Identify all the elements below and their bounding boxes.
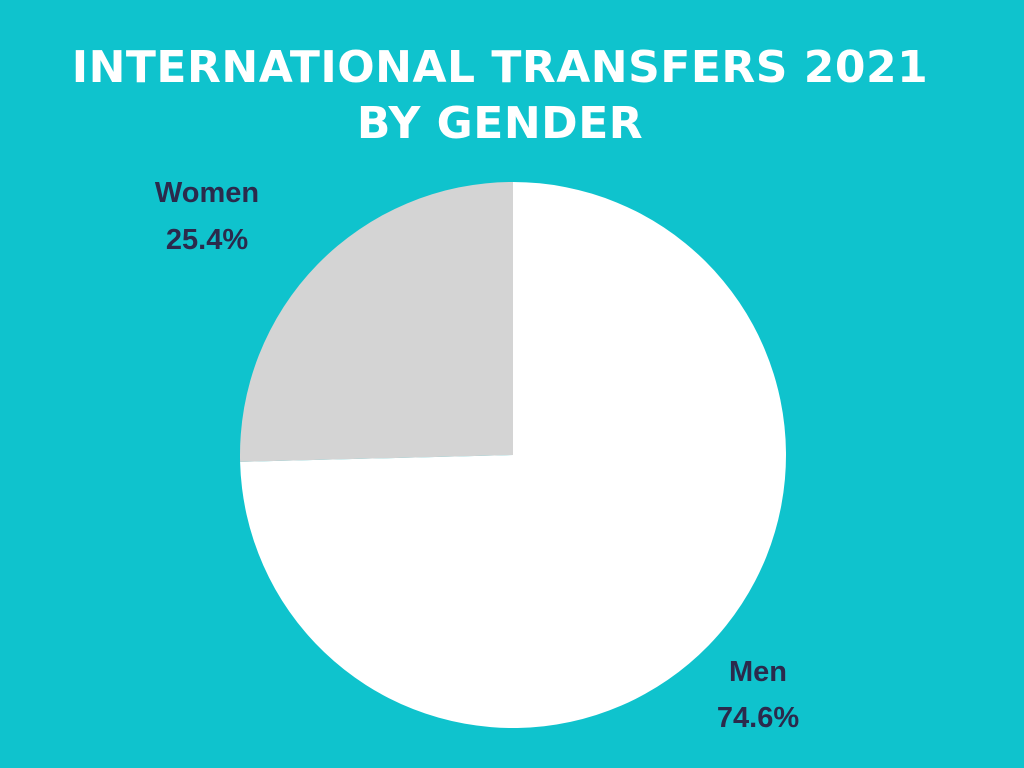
pie-slice-men — [240, 182, 787, 728]
chart-title-line-1: INTERNATIONAL TRANSFERS 2021 — [71, 42, 929, 93]
pie-labels: Men 74.6% Women 25.4% — [155, 177, 799, 734]
slice-label-men: Men — [729, 656, 787, 688]
slice-label-women: Women — [155, 177, 259, 209]
chart-title: INTERNATIONAL TRANSFERS 2021 BY GENDER — [0, 40, 1000, 152]
pie-slice-women — [239, 182, 513, 462]
slice-value-women: 25.4% — [166, 224, 248, 256]
slice-value-men: 74.6% — [717, 702, 799, 734]
chart-title-line-2: BY GENDER — [356, 98, 644, 149]
pie-slices — [239, 182, 787, 728]
